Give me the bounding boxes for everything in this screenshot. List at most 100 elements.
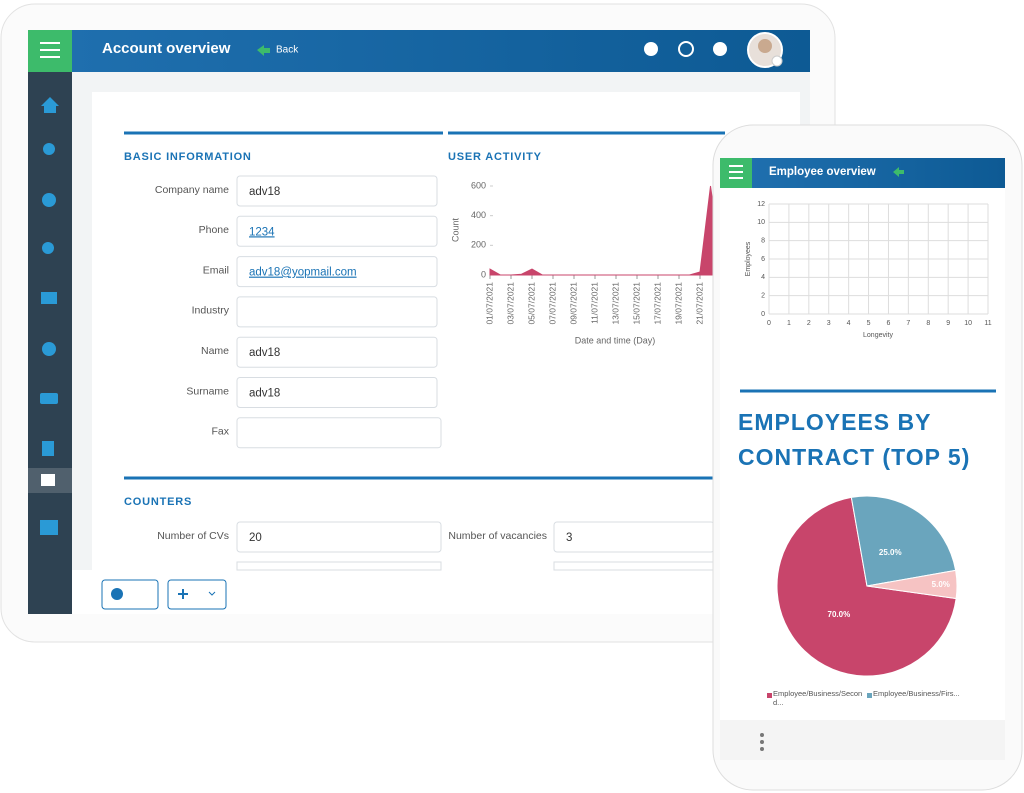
y-tick-label: 2 <box>761 293 765 300</box>
input-box[interactable] <box>236 296 438 328</box>
x-tick-label: 11/07/2021 <box>589 282 599 324</box>
back-link[interactable]: Back <box>276 45 299 56</box>
x-tick-label: 8 <box>926 320 930 327</box>
field-label: Number of CVs <box>157 530 229 542</box>
input-box <box>236 561 442 571</box>
phone-bottom-bar <box>720 720 1005 760</box>
phone-title: Employee overview <box>769 166 876 178</box>
x-tick-label: 2 <box>807 320 811 327</box>
y-tick-label: 12 <box>757 201 765 208</box>
y-axis-title: Employees <box>745 241 752 276</box>
gauge-icon[interactable] <box>42 342 56 356</box>
field-label: Name <box>201 345 229 357</box>
x-tick-label: 21/07/2021 <box>694 282 704 325</box>
move-icon <box>178 589 188 599</box>
input-box[interactable] <box>236 215 438 247</box>
y-tick-label: 4 <box>761 274 765 281</box>
phone-back-icon[interactable] <box>893 167 904 177</box>
section-title: BASIC INFORMATION <box>124 151 252 163</box>
people-icon[interactable] <box>42 193 56 207</box>
section-title: COUNTERS <box>124 496 192 508</box>
input-box[interactable] <box>236 256 438 288</box>
stats-icon[interactable] <box>41 474 55 486</box>
input-box[interactable] <box>553 521 715 553</box>
x-tick-label: 6 <box>887 320 891 327</box>
field-label: Email <box>203 264 229 276</box>
move-button[interactable] <box>167 579 227 610</box>
y-tick-label: 0 <box>481 269 486 279</box>
input-box[interactable] <box>236 377 438 408</box>
y-tick-label: 600 <box>471 180 486 190</box>
input-box[interactable] <box>236 336 438 368</box>
x-tick-label: 13/07/2021 <box>610 282 620 325</box>
legend-label: Employee/Business/Firs... <box>873 689 960 698</box>
user-check-icon[interactable] <box>42 242 54 254</box>
x-tick-label: 03/07/2021 <box>505 282 515 325</box>
field-label: Surname <box>186 385 229 397</box>
ticket-icon[interactable] <box>40 393 58 404</box>
y-tick-label: 0 <box>761 311 765 318</box>
y-tick-label: 400 <box>471 210 486 220</box>
input-value: 3 <box>566 532 572 544</box>
y-tick-label: 200 <box>471 240 486 250</box>
more-icon[interactable] <box>760 733 764 751</box>
x-tick-label: 10 <box>964 320 972 327</box>
y-tick-label: 8 <box>761 238 765 245</box>
x-tick-label: 05/07/2021 <box>526 282 536 325</box>
help-icon[interactable] <box>713 42 727 56</box>
chart-title-box: EMPLOYEES BY CONTRACT (TOP 5) <box>738 409 969 470</box>
x-axis-title: Date and time (Day) <box>575 335 656 345</box>
input-value: adv18 <box>249 186 280 198</box>
field-label: Number of vacancies <box>448 530 547 542</box>
field-label: Company name <box>155 184 229 196</box>
input-box[interactable] <box>236 417 442 449</box>
y-tick-label: 10 <box>757 219 765 226</box>
input-box[interactable] <box>236 521 442 553</box>
pie-slice <box>866 569 958 600</box>
field-label: Industry <box>192 305 230 317</box>
chart-title: USER ACTIVITY <box>448 151 542 163</box>
legend-label-box: Employee/Business/Second... <box>773 689 863 707</box>
input-value[interactable]: 1234 <box>249 226 275 238</box>
avatar-face <box>758 39 772 53</box>
x-tick-label: 15/07/2021 <box>631 282 641 325</box>
y-axis-title: Count <box>450 218 460 243</box>
tablet-content: Account overview Back BASIC INFORMATION Com… <box>102 40 732 571</box>
legend-label-box: Employee/Business/Firs... <box>873 689 960 698</box>
x-tick-label: 9 <box>946 320 950 327</box>
x-tick-label: 09/07/2021 <box>568 282 578 325</box>
x-tick-label: 5 <box>867 320 871 327</box>
pie-slice <box>850 495 957 587</box>
legend-label: Employee/Business/Second... <box>773 689 863 707</box>
field-label: Fax <box>211 426 229 438</box>
search-icon[interactable] <box>43 143 55 155</box>
add-button[interactable] <box>101 579 159 610</box>
input-value: adv18 <box>249 347 280 359</box>
menu-icon <box>40 42 60 58</box>
pie-slice <box>776 496 957 677</box>
add-icon <box>111 588 123 600</box>
sidebar-icons <box>40 97 59 535</box>
x-tick-label: 01/07/2021 <box>484 282 494 325</box>
area <box>489 185 722 276</box>
input-box[interactable] <box>236 175 438 207</box>
slice-label: 70.0% <box>828 610 851 619</box>
input-value[interactable]: adv18@yopmail.com <box>249 267 357 279</box>
report-icon[interactable] <box>42 441 54 456</box>
content-card <box>92 92 800 570</box>
monitor-icon[interactable] <box>41 292 57 304</box>
settings-icon[interactable] <box>644 42 658 56</box>
home-icon[interactable] <box>41 97 59 113</box>
avatar-menu[interactable] <box>771 55 783 67</box>
x-tick-label: 0 <box>767 320 771 327</box>
store-icon[interactable] <box>40 520 58 535</box>
x-tick-label: 19/07/2021 <box>673 282 683 325</box>
y-tick-label: 6 <box>761 256 765 263</box>
dropdown-icon <box>208 591 216 596</box>
back-icon[interactable] <box>257 45 270 56</box>
tablet-header <box>72 30 810 72</box>
history-icon[interactable] <box>678 41 694 57</box>
phone-header <box>752 158 1005 188</box>
